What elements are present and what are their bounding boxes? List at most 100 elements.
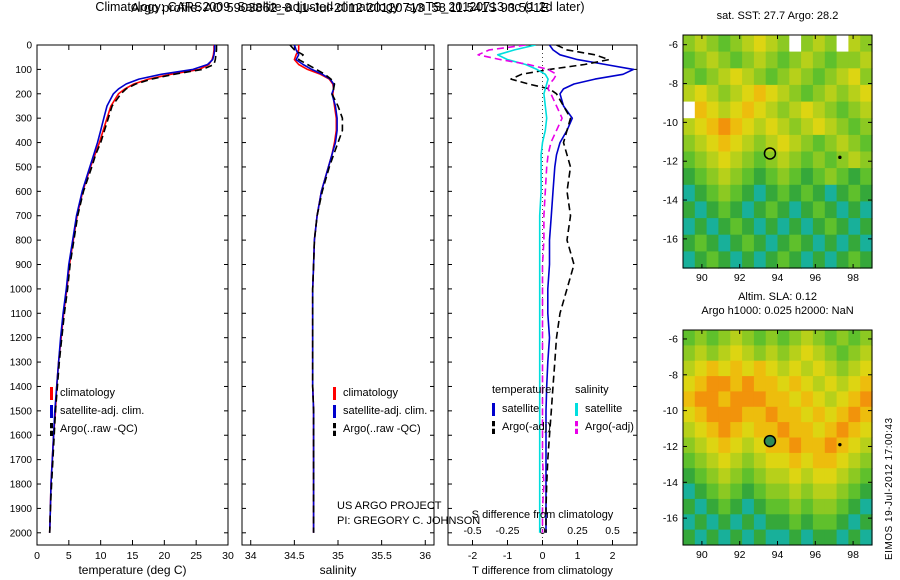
map-cell (824, 234, 838, 252)
legend-label: satellite (585, 403, 623, 415)
map-cell (789, 376, 802, 393)
map-cell (836, 452, 850, 469)
map-cell (753, 529, 767, 546)
map-cell (718, 118, 731, 136)
map-cell (706, 437, 720, 454)
map-cell (836, 168, 850, 186)
map-cell (836, 251, 850, 269)
map-cell (848, 468, 861, 485)
map-cell (694, 234, 708, 252)
map-cell (824, 483, 838, 500)
map-cell (836, 483, 850, 500)
map-cell (753, 218, 767, 236)
legend-item: climatology (50, 384, 144, 402)
depth-tick-label: 1300 (10, 358, 33, 369)
map-cell (742, 35, 755, 53)
map-cell (777, 391, 790, 408)
map-cell (824, 452, 838, 469)
map-cell (836, 422, 850, 439)
map-cell (730, 376, 743, 393)
series-argo-raw-qc- (48, 45, 218, 533)
depth-tick-label: 800 (15, 236, 32, 247)
map-cell (801, 151, 814, 169)
map-cell (801, 406, 814, 423)
map-cell (753, 483, 767, 500)
map-cell (694, 134, 708, 153)
map-cell (812, 391, 826, 408)
map-cell (836, 51, 850, 69)
map-cell (683, 376, 696, 393)
map-cell (694, 51, 708, 69)
map-cell (836, 218, 850, 236)
map-cell (801, 218, 814, 236)
map-cell (730, 151, 743, 169)
map-cell (812, 35, 826, 53)
map-cell (789, 498, 802, 515)
map-cell (801, 84, 814, 103)
map-cell (742, 498, 755, 515)
map-cell (824, 118, 838, 136)
map-cell (706, 360, 720, 377)
map-cell (777, 514, 790, 531)
depth-tick-label: 300 (15, 114, 32, 125)
depth-tick-label: 1800 (10, 480, 33, 491)
map-cell (742, 84, 755, 103)
map-cell (860, 68, 873, 86)
map-cell (742, 422, 755, 439)
map-cell (765, 201, 779, 219)
map-cell (683, 234, 696, 252)
map-cell (694, 391, 708, 408)
map-cell (860, 376, 873, 393)
map-cell (860, 218, 873, 236)
map-cell (753, 406, 767, 423)
map-cell (836, 330, 850, 346)
map-cell (801, 330, 814, 346)
map-cell (777, 422, 790, 439)
map-cell (789, 529, 802, 546)
map-cell (694, 422, 708, 439)
map-cell (812, 184, 826, 203)
map-cell (836, 151, 850, 169)
series-satellite-adj-clim- (48, 45, 216, 533)
map-cell (694, 406, 708, 423)
map-cell (765, 483, 779, 500)
map-cell (706, 134, 720, 153)
salinity-axis-label: salinity (319, 563, 357, 577)
map-cell (812, 234, 826, 252)
map-cell (730, 118, 743, 136)
map-cell (836, 529, 850, 546)
s-tick-label: -0.25 (496, 525, 520, 537)
map-cell (730, 134, 743, 153)
map-cell (812, 406, 826, 423)
map-cell (753, 51, 767, 69)
map-cell (860, 35, 873, 53)
map-cell (836, 498, 850, 515)
map-cell (742, 218, 755, 236)
legend-item: Argo(-adj) (492, 418, 551, 436)
map-cell (718, 360, 731, 377)
depth-tick-label: 900 (15, 260, 32, 271)
map-cell (753, 151, 767, 169)
map-cell (848, 376, 861, 393)
lon-tick-label: 98 (847, 549, 859, 561)
depth-tick-label: 1200 (10, 333, 33, 344)
map-cell (801, 184, 814, 203)
map-cell (683, 134, 696, 153)
legend-header: temperature (492, 384, 552, 396)
map-cell (706, 184, 720, 203)
map-cell (718, 168, 731, 186)
depth-tick-label: 500 (15, 162, 32, 173)
map-cell (742, 201, 755, 219)
map-cell (765, 251, 779, 269)
map-cell (801, 437, 814, 454)
map-cell (683, 529, 696, 546)
map-cell (706, 201, 720, 219)
map-cell (812, 168, 826, 186)
map-cell (753, 251, 767, 269)
map-cell (801, 345, 814, 362)
map-cell (694, 201, 708, 219)
map-cell (706, 483, 720, 500)
series-satellite-adj-clim- (293, 45, 338, 533)
map-cell (694, 35, 708, 53)
map-cell (801, 251, 814, 269)
